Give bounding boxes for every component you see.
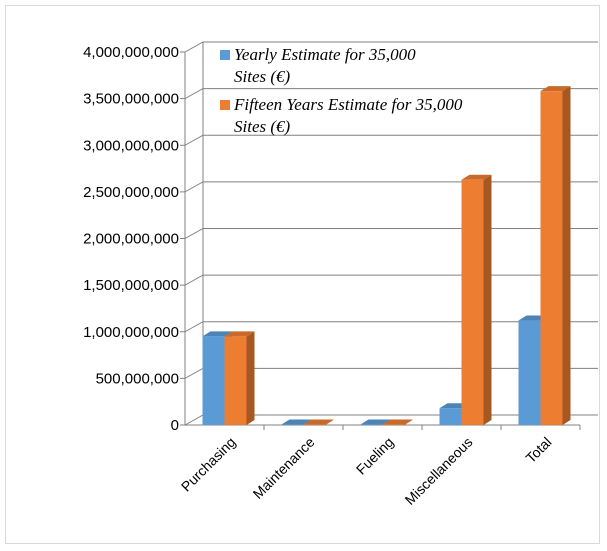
legend-entry: Yearly Estimate for 35,000 Sites (€) — [220, 45, 416, 86]
bar-top — [224, 331, 255, 337]
legend-label: Fifteen Years Estimate for 35,000 Sites (… — [233, 95, 463, 136]
x-axis-category-labels: Purchasing Maintenance Fueling Miscellaneou… — [178, 434, 555, 508]
legend: Yearly Estimate for 35,000 Sites (€) Fifte… — [220, 45, 463, 136]
bar-top — [382, 419, 413, 425]
gridline — [184, 181, 598, 193]
bar-front — [518, 320, 541, 425]
legend-label: Yearly Estimate for 35,000 Sites (€) — [234, 45, 416, 86]
y-tick-label: 1,500,000,000 — [83, 277, 179, 294]
bar-top — [461, 174, 492, 180]
y-axis-tick-labels: 0 500,000,000 1,000,000,000 1,500,000,000 2,… — [83, 44, 179, 434]
bar-front — [360, 424, 383, 425]
bar-top — [360, 419, 391, 425]
y-tick-label: 0 — [171, 417, 179, 434]
bar-front — [281, 424, 304, 425]
bar-side — [562, 86, 571, 425]
bar-fifteen-maintenance — [303, 419, 334, 425]
y-tick-label: 3,500,000,000 — [83, 91, 179, 108]
bar-fifteen-purchasing — [224, 331, 255, 425]
bar-front — [224, 336, 247, 425]
y-tick-label: 500,000,000 — [96, 370, 179, 387]
x-category-label: Maintenance — [250, 434, 318, 502]
x-category-label: Miscellaneous — [402, 434, 476, 508]
legend-swatch — [220, 50, 230, 60]
bar-front — [202, 336, 225, 425]
y-tick-label: 4,000,000,000 — [83, 44, 179, 61]
bar-side — [325, 419, 334, 425]
x-category-label: Purchasing — [178, 434, 239, 495]
bar-front — [382, 424, 405, 425]
bar-top — [303, 419, 334, 425]
gridline — [184, 228, 598, 239]
legend-entry: Fifteen Years Estimate for 35,000 Sites (… — [220, 95, 463, 136]
x-category-label: Total — [522, 434, 554, 466]
bar-top — [281, 419, 312, 425]
y-tick-label: 3,000,000,000 — [83, 137, 179, 154]
bar-front — [461, 179, 484, 425]
bars — [202, 86, 571, 425]
y-tick-label: 2,500,000,000 — [83, 184, 179, 201]
legend-swatch — [220, 100, 230, 110]
bar-top — [202, 331, 233, 337]
gridline — [184, 134, 598, 146]
bar-side — [404, 419, 413, 425]
y-tick-label: 2,000,000,000 — [83, 231, 179, 248]
bar-fifteen-miscellaneous — [461, 174, 492, 425]
bar-fifteen-fueling — [382, 419, 413, 425]
y-tick-label: 1,000,000,000 — [83, 324, 179, 341]
chart-frame — [5, 5, 600, 544]
bar-fifteen-total — [540, 86, 571, 425]
x-category-label: Fueling — [353, 434, 397, 478]
bar-front — [303, 424, 326, 425]
bar-top — [540, 86, 571, 92]
bar-front — [439, 408, 462, 425]
bar-side — [483, 174, 492, 425]
gridline — [184, 274, 598, 286]
bar-side — [246, 331, 255, 425]
bar-front — [540, 91, 563, 425]
